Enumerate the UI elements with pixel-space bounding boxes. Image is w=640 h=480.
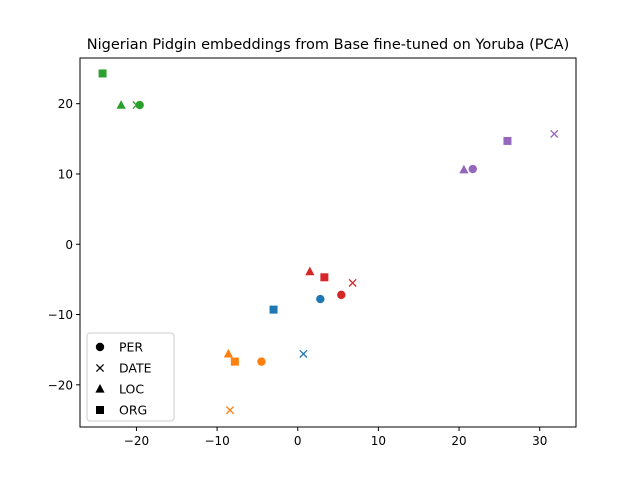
data-point-orange-square: [230, 357, 239, 366]
y-tick-label: 20: [58, 97, 73, 111]
data-point-green-square: [98, 69, 107, 78]
y-tick-label: −10: [48, 308, 73, 322]
legend-marker-triangle: [95, 384, 105, 393]
x-tick-label: −10: [204, 434, 229, 448]
data-point-orange-circle: [257, 357, 266, 366]
data-point-blue-square: [269, 305, 278, 314]
data-point-green-x: [132, 101, 141, 110]
data-point-purple-x: [550, 129, 559, 138]
legend-marker-x: [95, 363, 105, 373]
data-point-purple-circle: [468, 164, 477, 174]
legend: PER DATE LOC ORG: [86, 332, 175, 422]
chart-title: Nigerian Pidgin embeddings from Base fin…: [87, 37, 570, 53]
plot-area: −20 −10 0 10 20 30 −20 −10 0 10 20: [48, 69, 559, 448]
axes-frame: [79, 57, 577, 428]
data-point-red-x: [348, 278, 357, 287]
legend-label: DATE: [119, 361, 152, 376]
legend-label: PER: [119, 340, 143, 355]
data-point-green-circle: [135, 100, 144, 110]
legend-label: LOC: [119, 382, 144, 397]
x-tick-label: 30: [532, 434, 547, 448]
data-point-orange-triangle: [223, 348, 233, 358]
y-tick-label: 10: [58, 167, 73, 181]
data-point-purple-triangle: [459, 164, 469, 174]
data-point-purple-square: [503, 136, 512, 145]
x-tick-label: −20: [124, 434, 149, 448]
data-point-red-triangle: [305, 266, 315, 276]
legend-box: [86, 332, 175, 422]
legend-marker-circle: [95, 342, 105, 352]
legend-marker-square: [96, 406, 104, 414]
data-point-red-circle: [337, 290, 346, 300]
data-point-blue-circle: [316, 294, 325, 304]
data-point-green-triangle: [116, 100, 126, 109]
legend-label: ORG: [119, 403, 147, 418]
x-tick-label: 20: [451, 434, 466, 448]
data-point-red-square: [320, 273, 329, 282]
data-point-orange-x: [225, 406, 235, 415]
x-tick-label: 0: [294, 434, 302, 448]
y-tick-label: −20: [48, 378, 73, 392]
data-point-blue-x: [299, 349, 308, 358]
x-tick-label: 10: [371, 434, 386, 448]
y-tick-label: 0: [65, 238, 73, 252]
